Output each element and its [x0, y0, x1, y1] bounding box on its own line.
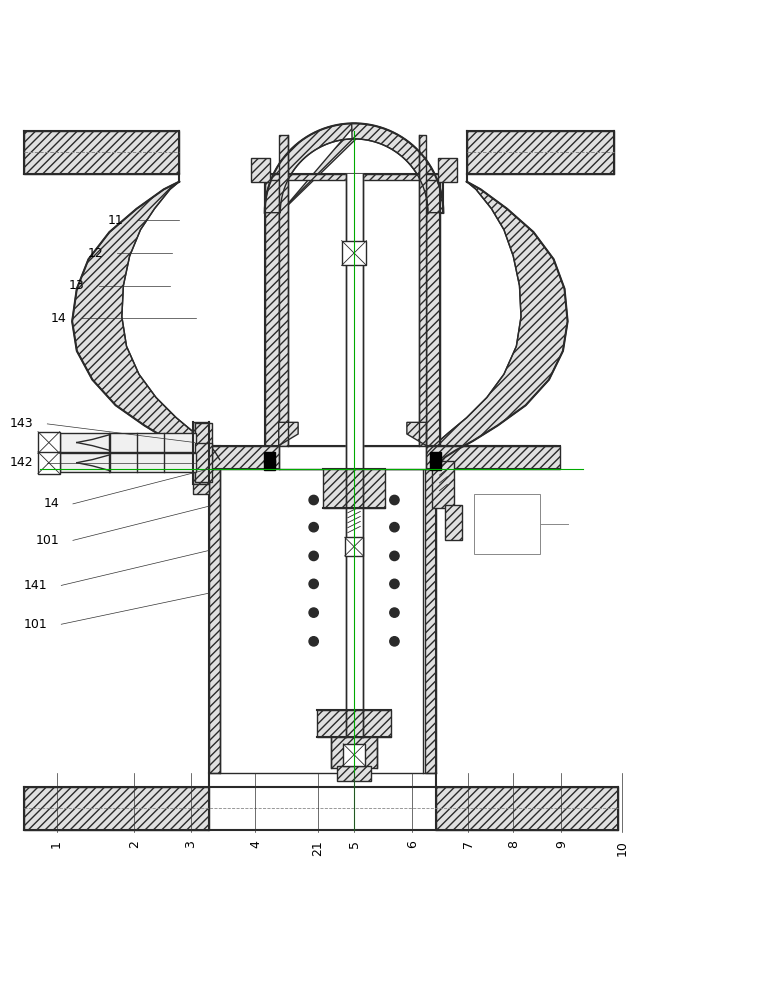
Bar [331, 737, 377, 768]
Text: 5: 5 [348, 840, 360, 848]
Text: 143: 143 [9, 417, 33, 430]
Bar [194, 443, 212, 482]
Bar [264, 460, 275, 470]
Bar [194, 423, 212, 462]
Text: 7: 7 [461, 840, 475, 848]
Bar [60, 453, 110, 472]
Bar [264, 452, 275, 463]
Text: 101: 101 [23, 618, 47, 631]
Bar [475, 494, 541, 554]
Bar [438, 158, 457, 182]
Circle shape [309, 551, 318, 561]
Polygon shape [407, 422, 426, 446]
Bar [265, 174, 443, 180]
Bar [345, 537, 363, 556]
Text: 1: 1 [50, 840, 63, 848]
Bar [342, 241, 366, 265]
Text: 4: 4 [249, 840, 262, 848]
Circle shape [390, 608, 399, 617]
Polygon shape [352, 123, 443, 213]
Bar [38, 452, 60, 474]
Circle shape [309, 495, 318, 505]
Text: 14: 14 [51, 312, 67, 325]
Text: 2: 2 [128, 840, 141, 848]
Bar [38, 432, 60, 453]
Bar [60, 433, 110, 452]
Circle shape [390, 579, 399, 589]
Polygon shape [279, 422, 298, 446]
Text: 21: 21 [311, 840, 324, 856]
Bar [317, 710, 391, 737]
Circle shape [309, 523, 318, 532]
Text: 142: 142 [9, 456, 33, 469]
Polygon shape [72, 182, 219, 469]
Circle shape [309, 579, 318, 589]
Bar [279, 446, 426, 469]
Circle shape [390, 637, 399, 646]
Circle shape [390, 551, 399, 561]
Bar [345, 174, 363, 737]
Bar [430, 460, 441, 470]
Bar [337, 766, 371, 781]
Text: 8: 8 [506, 840, 520, 848]
Bar [467, 131, 614, 174]
Bar [343, 744, 365, 766]
Bar [209, 469, 219, 773]
Text: 6: 6 [406, 840, 419, 848]
Text: 14: 14 [44, 497, 59, 510]
Bar [193, 422, 209, 484]
Polygon shape [423, 182, 568, 469]
Bar [323, 469, 385, 508]
Circle shape [309, 637, 318, 646]
Polygon shape [149, 446, 560, 469]
Bar [445, 505, 462, 540]
Bar [110, 453, 196, 472]
Text: 9: 9 [555, 840, 568, 848]
Bar [265, 180, 279, 453]
Text: 141: 141 [23, 579, 47, 592]
Bar [110, 433, 196, 452]
Text: 3: 3 [184, 840, 198, 848]
Bar [430, 452, 441, 463]
Text: 10: 10 [615, 840, 629, 856]
Text: 12: 12 [87, 247, 103, 260]
Bar [419, 135, 426, 446]
Bar [251, 158, 270, 182]
Bar [193, 484, 209, 494]
Bar [433, 461, 454, 508]
Circle shape [309, 608, 318, 617]
Circle shape [390, 523, 399, 532]
Bar [24, 131, 179, 174]
Polygon shape [265, 123, 356, 213]
Bar [279, 135, 288, 446]
Bar [24, 787, 209, 830]
Text: 101: 101 [35, 534, 59, 547]
Circle shape [390, 495, 399, 505]
Bar [425, 469, 436, 773]
Text: 11: 11 [107, 214, 124, 227]
Bar [436, 787, 618, 830]
Text: 13: 13 [68, 279, 85, 292]
Bar [426, 180, 440, 453]
